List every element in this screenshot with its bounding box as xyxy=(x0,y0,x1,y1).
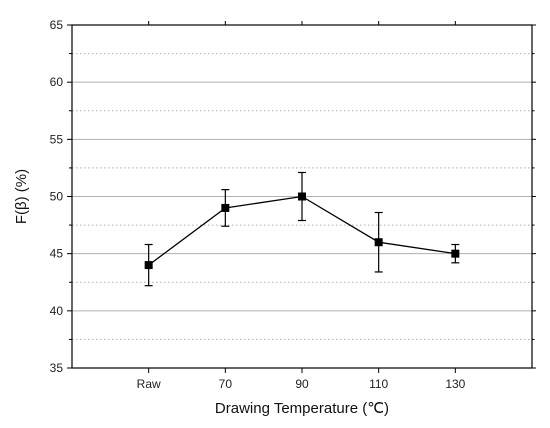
data-point xyxy=(221,203,230,212)
y-tick-label: 40 xyxy=(50,304,64,318)
grid xyxy=(72,53,532,340)
y-tick-label: 35 xyxy=(50,361,64,375)
x-axis-title: Drawing Temperature (℃) xyxy=(215,400,389,417)
x-tick-label: 90 xyxy=(295,377,309,391)
y-tick-label: 65 xyxy=(50,18,64,32)
x-tick-label: Raw xyxy=(137,377,161,391)
y-tick-label: 45 xyxy=(50,247,64,261)
x-tick-label: 110 xyxy=(369,377,388,391)
data-point xyxy=(144,261,153,270)
y-axis-title: F(β) (%) xyxy=(13,169,30,224)
data-point xyxy=(374,238,383,247)
series xyxy=(144,171,460,287)
y-tick-label: 50 xyxy=(50,190,64,204)
ticks: 35 40 45 50 55 60 65 Raw 70 90 110 130 xyxy=(50,18,536,391)
x-tick-label: 130 xyxy=(445,377,465,391)
y-tick-label: 60 xyxy=(50,75,64,89)
data-point xyxy=(451,249,460,258)
x-tick-label: 70 xyxy=(219,377,233,391)
y-tick-label: 55 xyxy=(50,132,64,146)
data-point xyxy=(298,192,306,201)
